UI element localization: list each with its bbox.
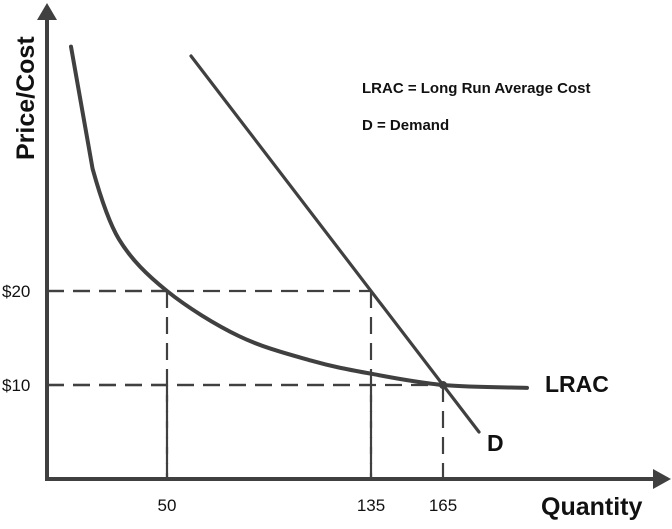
legend-entry-lrac: LRAC = Long Run Average Cost <box>362 80 591 97</box>
y-tick-label-20: $20 <box>2 282 30 301</box>
x-tick-label-135: 135 <box>357 496 385 515</box>
x-tick-label-50: 50 <box>158 496 177 515</box>
x-axis-label: Quantity <box>541 493 642 521</box>
series-label-lrac: LRAC <box>545 371 609 397</box>
series-line-d <box>189 54 481 434</box>
intersection-point <box>439 381 447 389</box>
legend-entry-demand: D = Demand <box>362 117 449 134</box>
y-tick-label-10: $10 <box>2 376 30 395</box>
y-axis-arrow <box>37 3 57 20</box>
series-line-lrac <box>69 44 529 390</box>
x-axis-arrow <box>653 469 671 489</box>
y-axis-label: Price/Cost <box>12 36 40 160</box>
x-tick-label-165: 165 <box>429 496 457 515</box>
series-label-d: D <box>487 430 504 456</box>
